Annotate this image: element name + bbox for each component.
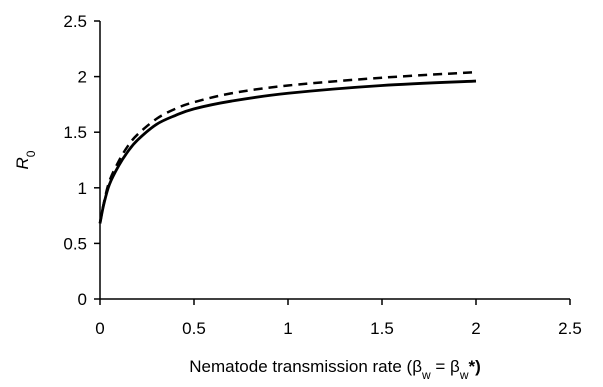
y-axis-label-main: R (13, 157, 32, 169)
x-tick-label: 2 (471, 319, 480, 338)
x-tick-label: 1 (283, 319, 292, 338)
series (98, 70, 477, 224)
y-tick-label: 2 (78, 68, 87, 87)
x-axis-label-end: *) (468, 357, 480, 376)
x-axis-label-sub1: w (421, 368, 431, 382)
x-axis-label-sub2: w (459, 368, 469, 382)
x-tick-label: 1.5 (370, 319, 394, 338)
y-tick-label: 0 (78, 290, 87, 309)
y-tick-label: 1.5 (63, 123, 87, 142)
series-line-solid (98, 79, 477, 224)
x-tick-label: 0 (95, 319, 104, 338)
axes (99, 21, 570, 300)
x-tick-label: 2.5 (558, 319, 582, 338)
y-axis-label: R0 (13, 150, 38, 169)
x-axis-label-main: Nematode transmission rate (β (189, 357, 422, 376)
x-tick-label: 0.5 (182, 319, 206, 338)
y-tick-label: 0.5 (63, 234, 87, 253)
y-tick-label: 2.5 (63, 12, 87, 31)
x-axis-label: Nematode transmission rate (βw = βw*) (189, 357, 481, 382)
series-line-dashed (98, 70, 477, 224)
y-tick-label: 1 (78, 179, 87, 198)
ticks: 0 0.5 1 1.5 2 2.5 0 0.5 1 1.5 2 2.5 (63, 12, 581, 338)
y-axis-label-sub: 0 (24, 150, 38, 157)
x-axis-label-mid: = β (431, 357, 460, 376)
